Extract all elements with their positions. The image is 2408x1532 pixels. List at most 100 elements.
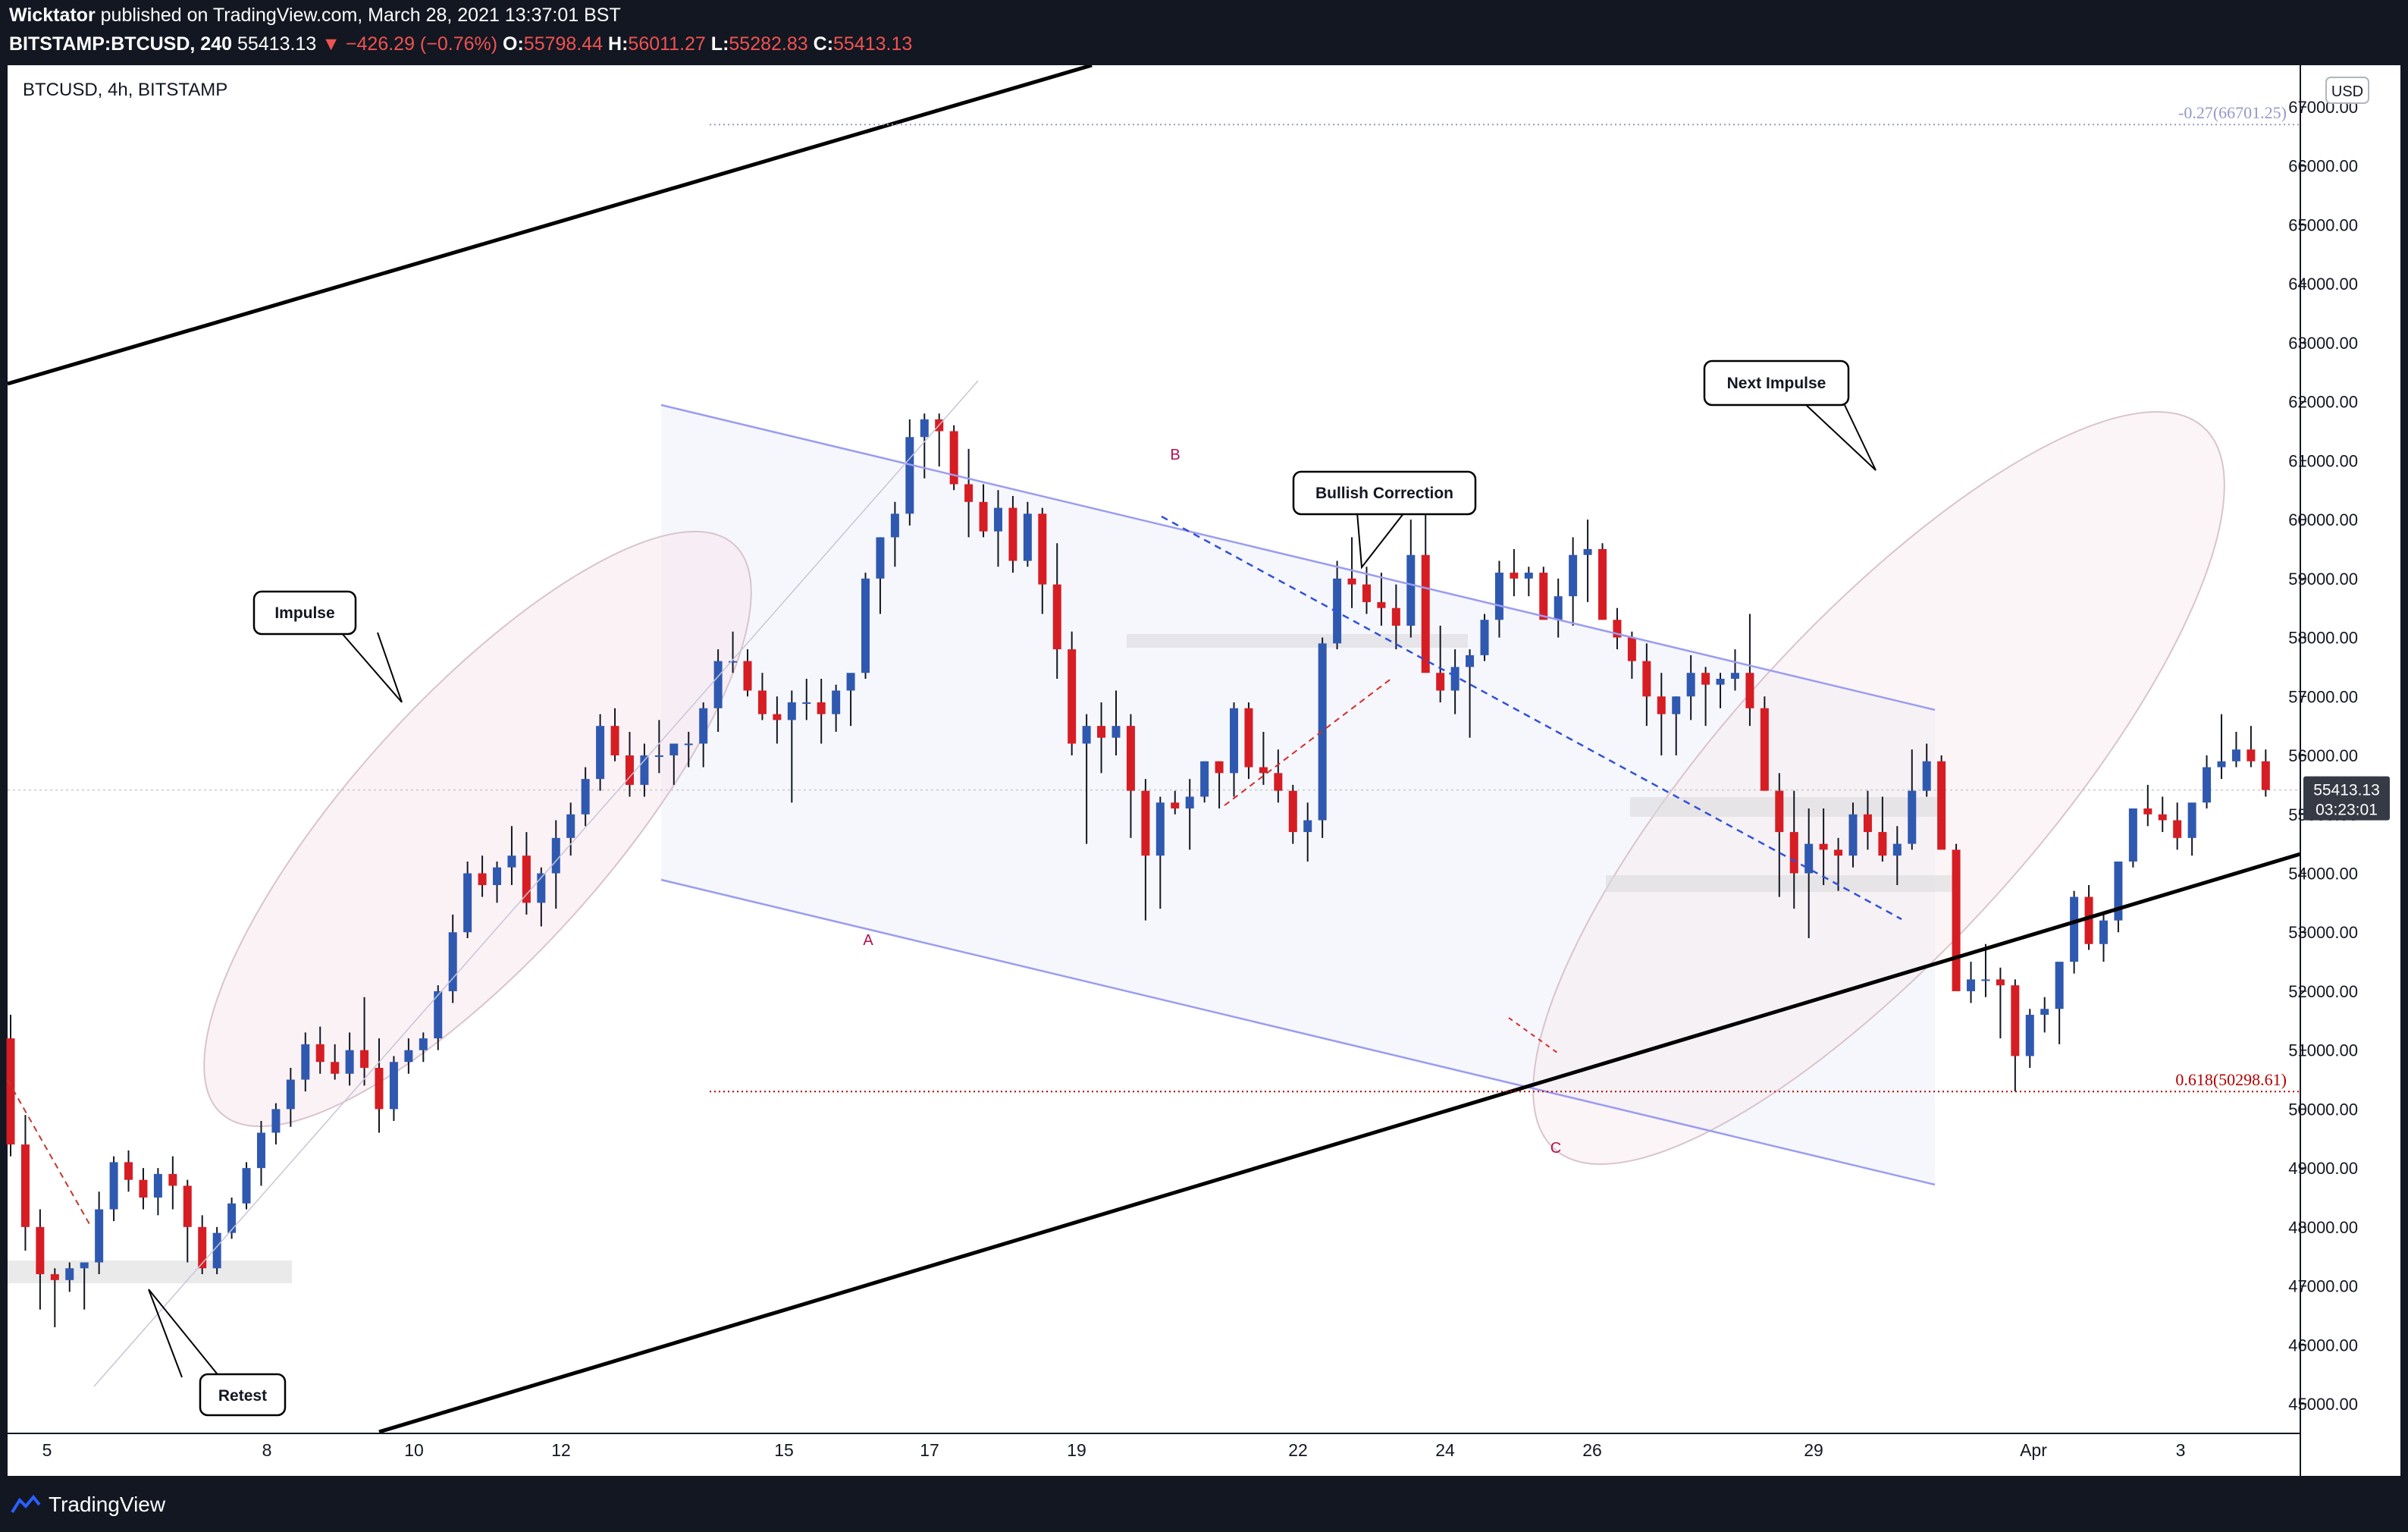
candle-body <box>2040 1009 2049 1016</box>
candle <box>566 802 575 856</box>
candle <box>846 673 855 727</box>
next-impulse-ellipse <box>1532 411 2225 1165</box>
callout-pointer <box>340 632 403 703</box>
footer-bar: TradingView <box>0 1476 2408 1532</box>
candle <box>876 537 885 614</box>
candle <box>1466 649 1475 738</box>
candle-body <box>699 708 708 744</box>
candle <box>389 1056 398 1121</box>
candle-body <box>2070 896 2079 962</box>
candle-body <box>2203 767 2212 803</box>
callout-box <box>199 1373 287 1417</box>
low-value: 55282.83 <box>729 33 808 55</box>
candle-body <box>286 1079 295 1110</box>
candle-body <box>1274 773 1283 791</box>
callout-box <box>252 590 357 636</box>
candle-body <box>404 1050 413 1063</box>
callout-pointer <box>1804 403 1877 471</box>
red-dashed-line <box>7 1079 90 1225</box>
candle <box>1819 808 1828 886</box>
candle-body <box>1834 849 1843 856</box>
candle-body <box>1185 796 1194 808</box>
candle-body <box>2114 861 2123 921</box>
author-name[interactable]: Wicktator <box>9 5 96 26</box>
candle-body <box>36 1226 45 1275</box>
wave-label: A <box>863 932 873 949</box>
candle <box>1244 702 1253 780</box>
time-tick: 3 <box>2176 1440 2186 1460</box>
candle <box>315 1026 325 1074</box>
candle <box>2070 890 2079 974</box>
candle <box>2025 1009 2034 1068</box>
callout-pointer <box>148 1289 221 1378</box>
candle-body <box>1745 673 1754 708</box>
callout-next-impulse: Next Impulse <box>1703 359 1877 471</box>
candle <box>271 1103 281 1145</box>
price-tick: 66000.00 <box>2288 157 2358 176</box>
support-zone <box>1606 875 1959 892</box>
candle <box>773 696 782 744</box>
candle <box>890 501 899 567</box>
time-axis[interactable]: 5 8 10 12 15 17 19 22 24 26 29 Apr 3 <box>42 1440 2186 1460</box>
candle <box>419 1032 428 1063</box>
candle-body <box>566 814 575 838</box>
callout-retest: Retest <box>148 1289 287 1417</box>
candle-body <box>2231 749 2240 761</box>
price-axis[interactable]: 45000.00 46000.00 47000.00 48000.00 49000.00… <box>2288 98 2390 1414</box>
candle <box>404 1038 413 1074</box>
candle <box>743 649 752 697</box>
candle <box>2114 861 2123 933</box>
candle <box>1892 826 1902 886</box>
candle-body <box>124 1162 133 1180</box>
price-tick: 60000.00 <box>2288 510 2358 529</box>
candle-body <box>1554 596 1563 620</box>
callout-bullish-correction: Bullish Correction <box>1292 470 1477 570</box>
candle-body <box>1052 584 1061 650</box>
candle-body <box>1038 513 1047 585</box>
time-tick: 5 <box>42 1440 52 1460</box>
price-tick: 58000.00 <box>2288 629 2358 648</box>
candle <box>1008 496 1017 573</box>
candle <box>979 484 988 538</box>
candle <box>1686 655 1695 720</box>
candle-body <box>964 484 974 502</box>
candle-body <box>537 873 546 903</box>
candle <box>905 419 914 526</box>
wave-label: C <box>1550 1140 1561 1157</box>
candle-body <box>1068 649 1077 744</box>
candle <box>1642 643 1651 727</box>
time-tick: 22 <box>1288 1440 1308 1460</box>
high-value: 56011.27 <box>628 33 706 55</box>
chart-legend: BTCUSD, 4h, BITSTAMP <box>23 80 227 100</box>
price-tick: 62000.00 <box>2288 393 2358 412</box>
price-chart[interactable]: -0.27(66701.25) 0.618(50298.61) Impulse Ret… <box>0 65 2408 1476</box>
candle <box>2247 726 2256 768</box>
ohlc-line: BITSTAMP:BTCUSD, 240 55413.13 ▼ −426.29 … <box>9 33 912 55</box>
candle-body <box>1819 843 1828 850</box>
candle-body <box>729 661 738 663</box>
candle <box>242 1162 251 1210</box>
candle-body <box>1642 661 1651 697</box>
candle <box>2231 731 2240 768</box>
tradingview-logo-icon[interactable] <box>11 1494 41 1514</box>
currency-badge[interactable] <box>2325 77 2369 104</box>
support-zone <box>8 1260 292 1283</box>
candle-body <box>2173 820 2182 838</box>
candle-body <box>1421 554 1430 673</box>
candle-body <box>168 1173 177 1186</box>
candle <box>1318 637 1327 838</box>
footer-brand[interactable]: TradingView <box>49 1493 166 1516</box>
candle <box>1937 755 1946 850</box>
callout-label: Retest <box>218 1387 267 1405</box>
last-price-badge: 55413.13 03:23:01 <box>2303 776 2390 821</box>
price-tick: 51000.00 <box>2288 1041 2358 1060</box>
close-value: 55413.13 <box>833 33 913 55</box>
candle <box>1436 626 1445 703</box>
candle <box>1981 943 1990 997</box>
price-tick: 45000.00 <box>2288 1395 2358 1414</box>
price-tick: 49000.00 <box>2288 1159 2358 1178</box>
candle-body <box>198 1226 207 1269</box>
candle <box>1922 743 1931 797</box>
candle <box>2143 784 2152 827</box>
